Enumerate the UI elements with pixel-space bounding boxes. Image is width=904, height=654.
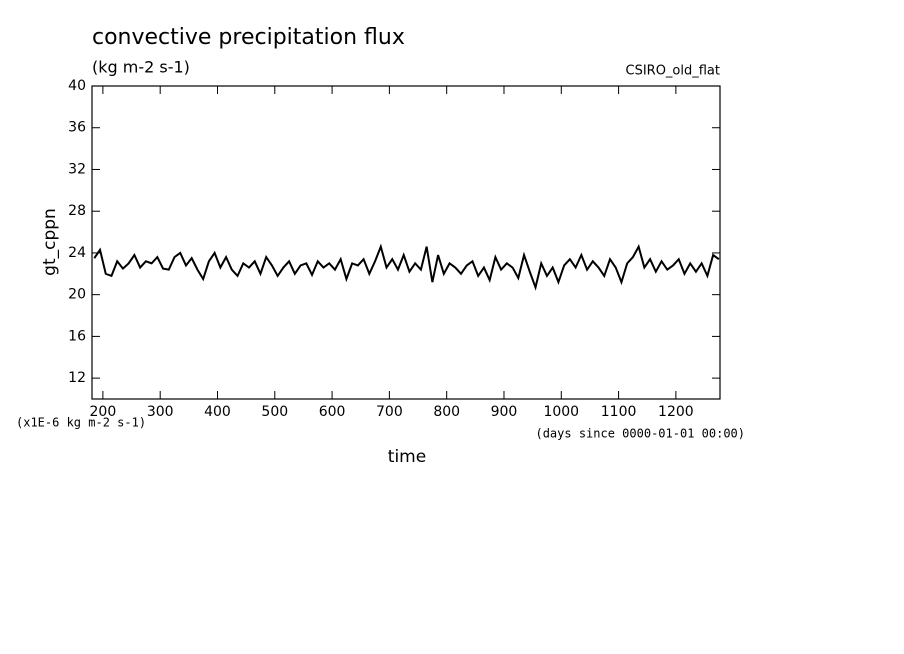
x-tick-label: 1000 [543,404,579,420]
x-tick-label: 1100 [601,404,637,420]
y-unit-note: (x1E-6 kg m-2 s-1) [16,416,146,430]
y-tick-label: 16 [68,328,86,344]
x-tick-label: 700 [376,404,403,420]
y-tick-label: 28 [68,203,86,219]
x-tick-label: 400 [204,404,231,420]
x-tick-label: 800 [433,404,460,420]
annotation: CSIRO_old_flat [626,64,721,79]
y-tick-label: 24 [68,245,86,261]
x-tick-label: 200 [90,404,117,420]
chart-subtitle: (kg m-2 s-1) [92,58,190,77]
chart-title: convective precipitation flux [92,25,405,50]
x-unit-note: (days since 0000-01-01 00:00) [535,427,745,441]
data-line [93,243,720,291]
y-tick-label: 32 [68,161,86,177]
y-tick-label: 12 [68,370,86,386]
x-tick-label: 300 [147,404,174,420]
x-tick-label: 900 [491,404,518,420]
x-tick-label: 500 [261,404,288,420]
y-tick-label: 36 [68,120,86,136]
x-tick-label: 600 [319,404,346,420]
plot-frame [91,85,721,400]
y-tick-label: 40 [68,78,86,94]
y-tick-label: 20 [68,287,86,303]
x-axis-label: time [388,447,426,467]
x-tick-label: 1200 [658,404,694,420]
y-axis-label: gt_cppn [40,208,60,276]
